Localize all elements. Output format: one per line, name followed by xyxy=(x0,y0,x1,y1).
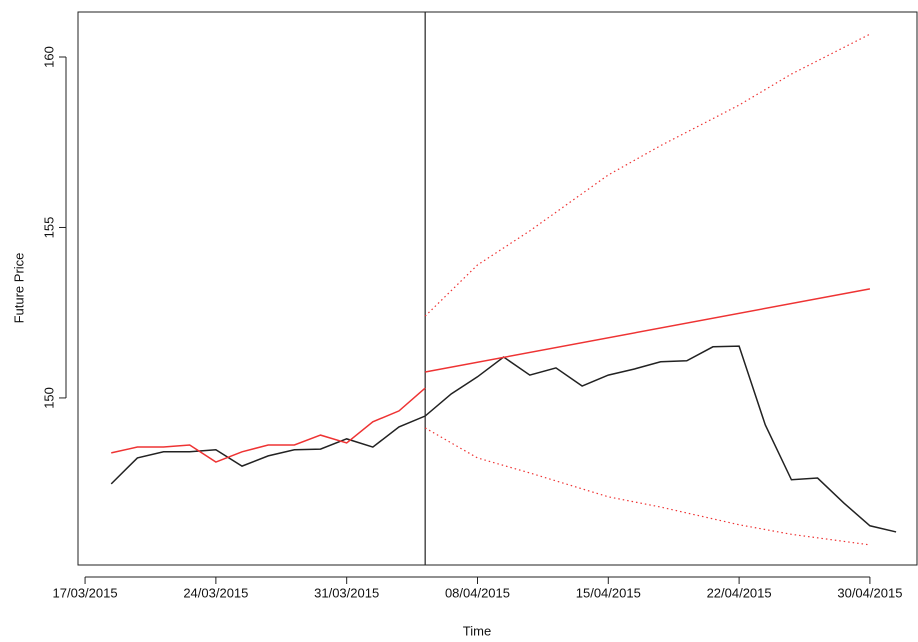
x-tick-label: 24/03/2015 xyxy=(183,585,248,600)
x-tick-label: 17/03/2015 xyxy=(53,585,118,600)
x-axis-label: Time xyxy=(463,623,491,638)
y-axis-label: Future Price xyxy=(11,253,26,324)
series-line xyxy=(425,288,871,373)
x-tick-label: 22/04/2015 xyxy=(707,585,772,600)
x-tick-label: 30/04/2015 xyxy=(837,585,902,600)
y-tick-label: 150 xyxy=(41,387,56,409)
series-line xyxy=(424,427,870,546)
series-line xyxy=(110,345,897,533)
x-tick-label: 31/03/2015 xyxy=(314,585,379,600)
x-tick-label: 08/04/2015 xyxy=(445,585,510,600)
y-tick-label: 160 xyxy=(41,46,56,68)
x-tick-label: 15/04/2015 xyxy=(576,585,641,600)
y-tick-label: 155 xyxy=(41,217,56,239)
plot-frame xyxy=(77,11,918,566)
series-line xyxy=(111,387,426,463)
series-line xyxy=(424,33,871,317)
